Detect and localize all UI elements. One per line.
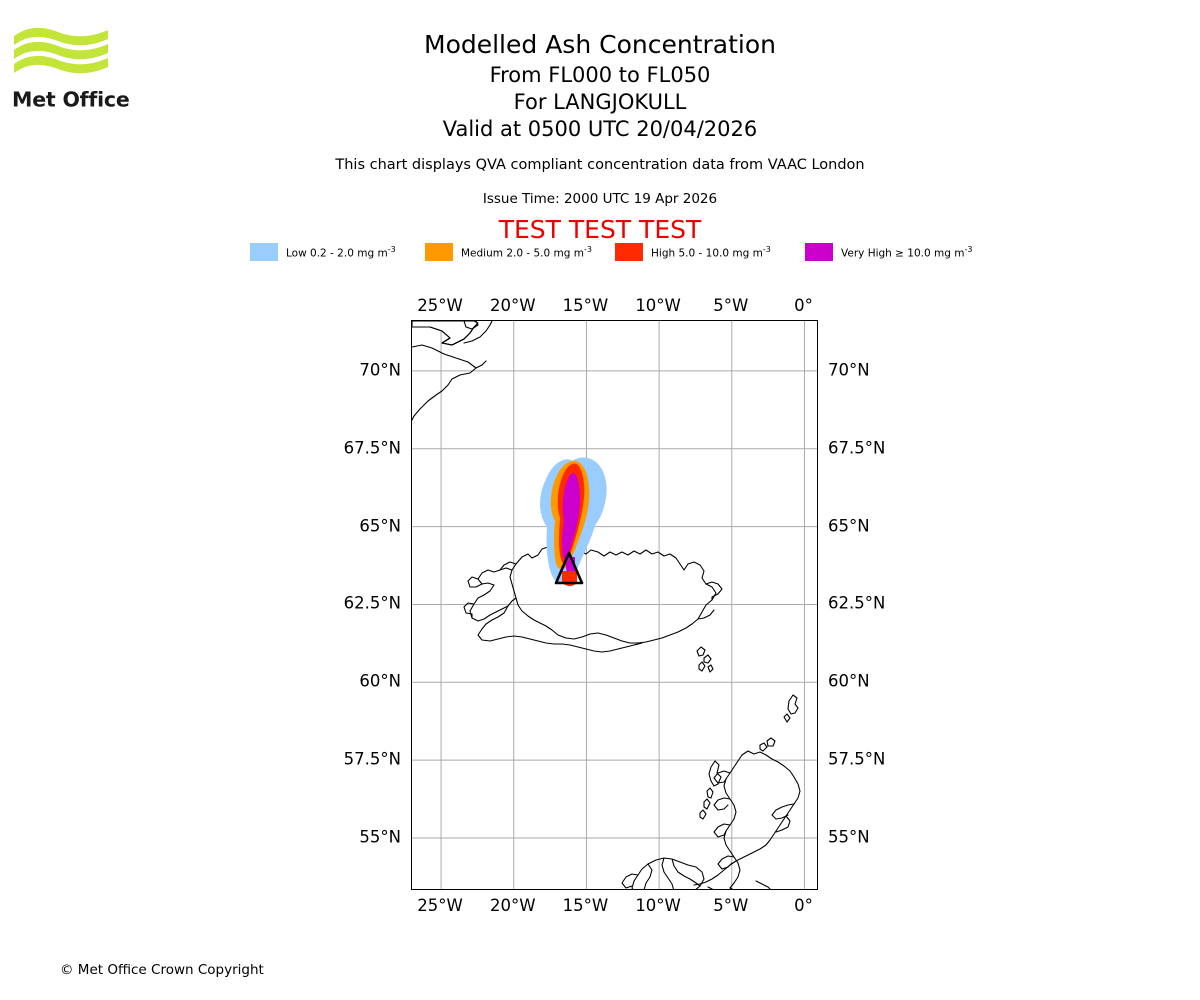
legend-label-medium: Medium 2.0 - 5.0 mg m-3: [461, 245, 592, 260]
lon-tick-top-5°W: 5°W: [713, 296, 749, 315]
flight-level-range: From FL000 to FL050: [489, 63, 711, 87]
lat-tick-right-55°N: 55°N: [828, 827, 870, 847]
issue-time: Issue Time: 2000 UTC 19 Apr 2026: [482, 191, 718, 207]
map-gridlines: [412, 321, 817, 889]
legend-label-high: High 5.0 - 10.0 mg m-3: [651, 245, 771, 260]
lon-tick-bottom-5°W: 5°W: [713, 896, 749, 915]
lon-tick-bottom-20°W: 20°W: [489, 896, 536, 915]
coastlines: [412, 321, 801, 889]
lat-tick-right-57.5°N: 57.5°N: [828, 749, 886, 769]
concentration-legend: Low 0.2 - 2.0 mg m-3 Medium 2.0 - 5.0 mg…: [250, 243, 990, 261]
lon-tick-top-15°W: 15°W: [562, 296, 609, 315]
lat-tick-left-62.5°N: 62.5°N: [343, 593, 401, 613]
legend-label-very-high: Very High ≥ 10.0 mg m-3: [841, 245, 973, 260]
lat-tick-right-62.5°N: 62.5°N: [828, 593, 886, 613]
lon-tick-bottom-10°W: 10°W: [635, 896, 681, 915]
lat-tick-left-60°N: 60°N: [359, 671, 401, 691]
met-office-logo: Met Office: [12, 24, 212, 119]
valid-time: Valid at 0500 UTC 20/04/2026: [442, 117, 758, 141]
copyright-notice: © Met Office Crown Copyright: [60, 962, 264, 978]
lat-tick-left-65°N: 65°N: [359, 516, 401, 536]
lon-tick-top-25°W: 25°W: [417, 296, 463, 315]
legend-swatch-very-high: [805, 243, 833, 261]
lon-tick-top-0°: 0°: [794, 296, 813, 315]
lat-tick-left-55°N: 55°N: [359, 827, 401, 847]
ash-plume-contours: [540, 457, 607, 586]
legend-swatch-medium: [425, 243, 453, 261]
lat-tick-right-65°N: 65°N: [828, 516, 870, 536]
map-frame: [411, 320, 818, 890]
lat-tick-right-60°N: 60°N: [828, 671, 870, 691]
legend-swatch-low: [250, 243, 278, 261]
lon-tick-bottom-25°W: 25°W: [417, 896, 463, 915]
plume-contour-very-high: [562, 473, 580, 562]
legend-label-low: Low 0.2 - 2.0 mg m-3: [286, 245, 396, 260]
lat-tick-left-57.5°N: 57.5°N: [343, 749, 401, 769]
lon-tick-top-20°W: 20°W: [489, 296, 536, 315]
lat-tick-right-67.5°N: 67.5°N: [828, 438, 886, 458]
met-office-waves-logo: [14, 27, 108, 74]
qva-note: This chart displays QVA compliant concen…: [335, 157, 865, 173]
test-banner: TEST TEST TEST: [498, 215, 702, 244]
volcano-name-line: For LANGJOKULL: [513, 90, 687, 114]
lon-tick-bottom-15°W: 15°W: [562, 896, 609, 915]
map-canvas: [412, 321, 817, 889]
lat-tick-left-70°N: 70°N: [359, 360, 401, 380]
lat-tick-right-70°N: 70°N: [828, 360, 870, 380]
page-title: Modelled Ash Concentration: [424, 30, 776, 59]
ash-concentration-map[interactable]: 25°W 20°W 15°W 10°W 5°W 0° 25°W 20°W 15°W 10°W 5°…: [344, 296, 886, 915]
volcano-source-marker[interactable]: [554, 551, 584, 585]
legend-swatch-high: [615, 243, 643, 261]
lon-tick-bottom-0°: 0°: [794, 896, 813, 915]
lat-tick-left-67.5°N: 67.5°N: [343, 438, 401, 458]
met-office-wordmark: Met Office: [12, 87, 130, 112]
lon-tick-top-10°W: 10°W: [635, 296, 681, 315]
